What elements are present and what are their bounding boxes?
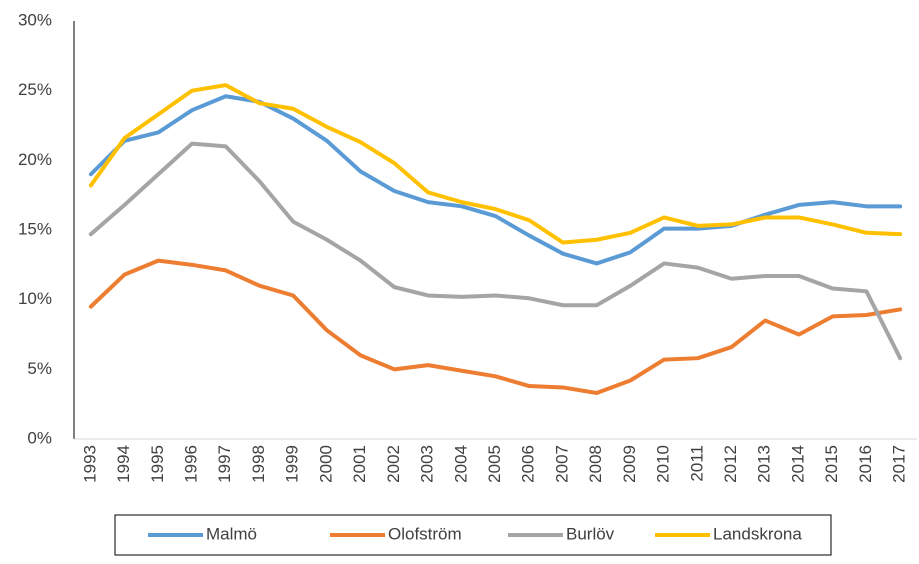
x-tick-label: 2008 <box>586 445 605 483</box>
x-tick-label: 2012 <box>721 445 740 483</box>
x-tick-label: 2005 <box>485 445 504 483</box>
x-tick-label: 1994 <box>114 445 133 483</box>
x-tick-label: 1995 <box>148 445 167 483</box>
series-line <box>88 94 903 266</box>
y-tick-label: 0% <box>27 428 52 447</box>
x-tick-label: 1997 <box>215 445 234 483</box>
x-tick-label: 2001 <box>350 445 369 483</box>
x-tick-label: 2015 <box>822 445 841 483</box>
y-tick-label: 5% <box>27 359 52 378</box>
series-line <box>88 83 903 245</box>
series-line <box>88 141 903 361</box>
x-tick-label: 2009 <box>620 445 639 483</box>
x-tick-label: 2011 <box>687 445 706 482</box>
x-tick-label: 2010 <box>654 445 673 483</box>
x-tick-label: 2000 <box>316 445 335 483</box>
x-tick-label: 2014 <box>788 445 807 483</box>
x-tick-label: 1999 <box>283 445 302 483</box>
x-tick-label: 2017 <box>890 445 909 483</box>
legend-label: Malmö <box>206 524 257 543</box>
series-line <box>88 258 903 396</box>
x-tick-label: 2007 <box>552 445 571 483</box>
y-tick-label: 15% <box>18 219 52 238</box>
legend-label: Burlöv <box>566 524 615 543</box>
x-tick-label: 1993 <box>80 445 99 483</box>
x-tick-label: 2003 <box>418 445 437 483</box>
y-tick-label: 30% <box>18 10 52 29</box>
legend-label: Olofström <box>388 524 462 543</box>
x-tick-label: 2006 <box>519 445 538 483</box>
x-tick-label: 1998 <box>249 445 268 483</box>
x-tick-label: 1996 <box>182 445 201 483</box>
x-tick-label: 2002 <box>384 445 403 483</box>
y-tick-label: 20% <box>18 150 52 169</box>
x-tick-label: 2013 <box>755 445 774 483</box>
legend-box <box>114 514 832 556</box>
x-tick-label: 2016 <box>856 445 875 483</box>
y-tick-label: 25% <box>18 80 52 99</box>
x-tick-label: 2004 <box>451 445 470 483</box>
y-tick-label: 10% <box>18 289 52 308</box>
legend-label: Landskrona <box>713 524 802 543</box>
